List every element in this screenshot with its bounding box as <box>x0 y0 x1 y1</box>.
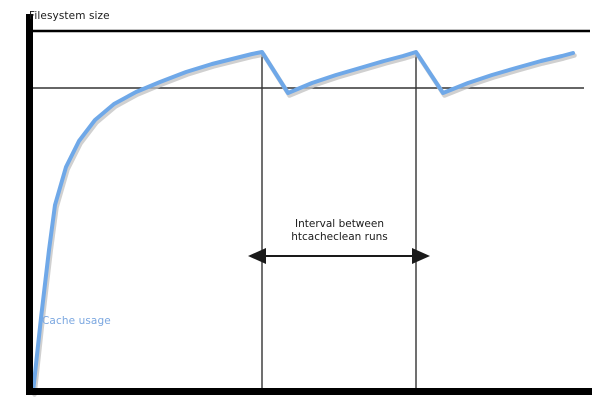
interval-caption-line-2: htcacheclean runs <box>291 231 388 243</box>
cache-usage-series-label: Cache usage <box>42 315 111 327</box>
interval-caption: Interval between htcacheclean runs <box>262 218 417 244</box>
filesystem-size-axis-label: Filesystem size <box>29 10 110 22</box>
interval-caption-line-1: Interval between <box>295 218 384 230</box>
cache-usage-curve <box>31 50 575 394</box>
